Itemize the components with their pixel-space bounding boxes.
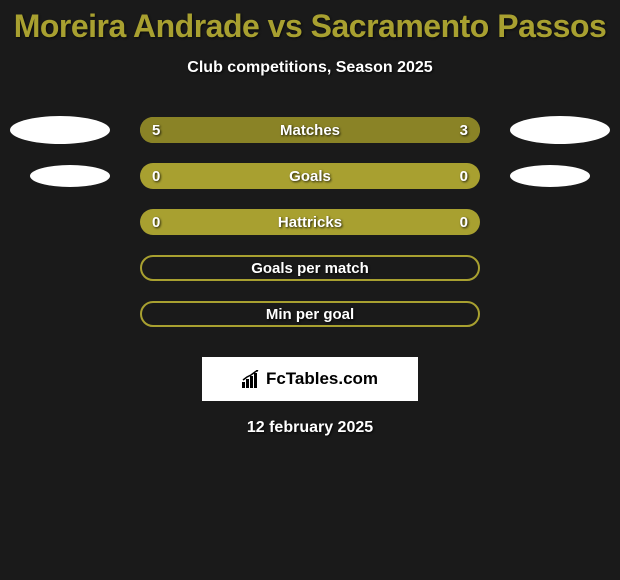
stat-bar: 0 Hattricks 0: [140, 209, 480, 235]
chart-icon: [242, 370, 262, 388]
stat-bar: Goals per match: [140, 255, 480, 281]
stat-row: 5 Matches 3: [0, 117, 620, 163]
logo-text: FcTables.com: [266, 369, 378, 389]
stat-value-right: 3: [460, 122, 468, 139]
stat-row: 0 Goals 0: [0, 163, 620, 209]
player-marker-right: [510, 165, 590, 187]
stat-label: Min per goal: [266, 306, 354, 323]
stat-label: Goals: [289, 168, 331, 185]
player-marker-right: [510, 116, 610, 144]
stat-bar: 0 Goals 0: [140, 163, 480, 189]
stat-bar: 5 Matches 3: [140, 117, 480, 143]
stat-value-right: 0: [460, 168, 468, 185]
stat-label: Matches: [280, 122, 340, 139]
subtitle: Club competitions, Season 2025: [0, 59, 620, 77]
stat-bar: Min per goal: [140, 301, 480, 327]
logo-box: FcTables.com: [202, 357, 418, 401]
stat-row: Goals per match: [0, 255, 620, 301]
stats-area: 5 Matches 3 0 Goals 0 0 Hattricks 0 Goals per mat…: [0, 117, 620, 347]
player-marker-left: [10, 116, 110, 144]
stat-label: Goals per match: [251, 260, 369, 277]
stat-value-left: 0: [152, 214, 160, 231]
stat-row: 0 Hattricks 0: [0, 209, 620, 255]
stat-row: Min per goal: [0, 301, 620, 347]
stat-value-left: 5: [152, 122, 160, 139]
date-text: 12 february 2025: [0, 419, 620, 437]
stat-value-left: 0: [152, 168, 160, 185]
stat-label: Hattricks: [278, 214, 342, 231]
stat-value-right: 0: [460, 214, 468, 231]
player-marker-left: [30, 165, 110, 187]
page-title: Moreira Andrade vs Sacramento Passos: [0, 0, 620, 45]
